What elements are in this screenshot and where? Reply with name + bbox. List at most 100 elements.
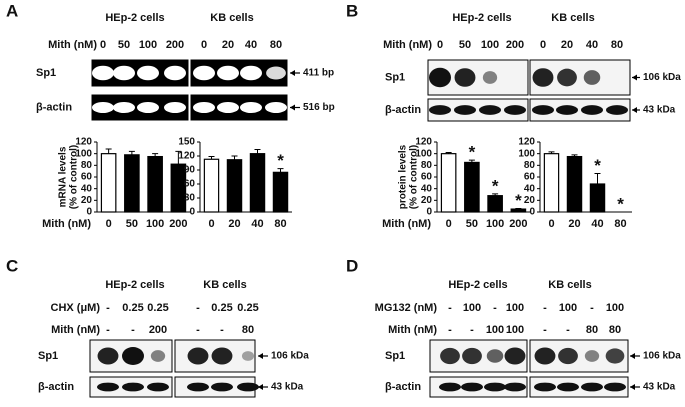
treatment-label: Mith (nM): [51, 324, 100, 336]
band: [122, 382, 144, 392]
treatment-value: 80: [586, 324, 598, 336]
band: [217, 65, 239, 81]
treatment-value: 200: [506, 39, 524, 51]
y-tick-label: 30: [184, 193, 196, 204]
band: [604, 382, 626, 392]
band: [237, 382, 259, 392]
error-bar: [594, 173, 601, 184]
error-bar: [231, 155, 238, 160]
blot-label: β-actin: [36, 101, 72, 113]
treatment-value: 40: [245, 39, 257, 51]
y-tick-label: 60: [81, 172, 93, 183]
treatment-value: 0.25: [237, 302, 258, 314]
significance: *: [594, 156, 601, 175]
x-tick-label: 20: [228, 218, 240, 230]
group-header: HEp-2 cells: [105, 12, 164, 24]
blot-label: Sp1: [38, 350, 58, 362]
treatment-value: 0.25: [122, 302, 143, 314]
x-tick-label: 20: [568, 218, 580, 230]
x-tick-label: 80: [614, 218, 626, 230]
blot-label: Sp1: [385, 350, 405, 362]
treatment-value: 0: [100, 39, 106, 51]
band: [429, 67, 451, 88]
y-tick-label: 80: [81, 160, 93, 171]
band: [187, 347, 209, 365]
treatment-value: -: [106, 302, 110, 314]
treatment-value: -: [493, 302, 497, 314]
group-header: KB cells: [203, 279, 246, 291]
y-tick-label: 40: [421, 183, 433, 194]
treatment-value: -: [566, 324, 570, 336]
band: [92, 65, 114, 81]
arrow-head: [290, 104, 295, 111]
group-header: KB cells: [551, 12, 594, 24]
arrow-head: [258, 384, 263, 390]
size-label: 43 kDa: [643, 105, 676, 116]
bar: [464, 161, 480, 213]
bar: [543, 153, 560, 213]
y-axis-label: (% of control): [69, 145, 80, 209]
x-tick-label: 50: [466, 218, 478, 230]
x-tick-label: 100: [486, 218, 504, 230]
bar: [124, 154, 140, 213]
x-tick-label: 40: [591, 218, 603, 230]
blot-label: β-actin: [385, 104, 421, 116]
band: [240, 65, 262, 81]
y-tick-label: 0: [426, 207, 432, 218]
arrow-head: [632, 74, 637, 81]
band: [504, 382, 526, 392]
band: [240, 102, 262, 113]
error-bar: [492, 193, 499, 196]
band: [122, 347, 144, 365]
band: [97, 347, 119, 365]
size-label: 106 kDa: [643, 72, 681, 83]
treatment-value: 100: [486, 324, 504, 336]
error-bar: [128, 150, 135, 155]
band: [211, 382, 233, 392]
band: [583, 70, 601, 85]
error-bar: [254, 148, 261, 154]
error-bar: [208, 155, 215, 160]
x-tick-label: 200: [169, 218, 187, 230]
band: [556, 105, 578, 115]
y-tick-label: 40: [81, 183, 93, 194]
treatment-value: -: [448, 302, 452, 314]
error-bar: [175, 150, 182, 165]
y-tick-label: 150: [178, 137, 195, 148]
treatment-value: 50: [459, 39, 471, 51]
band: [461, 382, 483, 392]
group-header: HEp-2 cells: [105, 279, 164, 291]
treatment-value: -: [543, 324, 547, 336]
y-tick-label: 0: [189, 207, 195, 218]
y-tick-label: 0: [529, 207, 535, 218]
size-label: 516 bp: [303, 102, 335, 113]
arrow-head: [630, 353, 635, 359]
panel-label: D: [346, 256, 358, 275]
treatment-value: 0.25: [147, 302, 168, 314]
x-tick-label: 80: [274, 218, 286, 230]
y-axis-label: mRNA levels: [58, 146, 69, 207]
treatment-value: 0: [540, 39, 546, 51]
blot-label: Sp1: [36, 67, 56, 79]
band: [504, 347, 526, 365]
size-label: 106 kDa: [271, 351, 309, 362]
treatment-value: 0.25: [211, 302, 232, 314]
band: [92, 102, 114, 113]
band: [606, 105, 628, 115]
treatment-value: 100: [139, 39, 157, 51]
band: [97, 382, 119, 392]
band: [137, 102, 159, 113]
treatment-value: 100: [506, 324, 524, 336]
band: [532, 68, 554, 87]
y-tick-label: 100: [75, 148, 92, 159]
treatment-value: 100: [606, 302, 624, 314]
band: [534, 347, 556, 365]
group-header: KB cells: [548, 279, 591, 291]
error-bar: [277, 168, 284, 173]
y-tick-label: 60: [184, 179, 196, 190]
size-label: 43 kDa: [643, 382, 676, 393]
significance: *: [515, 191, 522, 210]
x-tick-label: 200: [509, 218, 527, 230]
gel: [529, 98, 631, 122]
